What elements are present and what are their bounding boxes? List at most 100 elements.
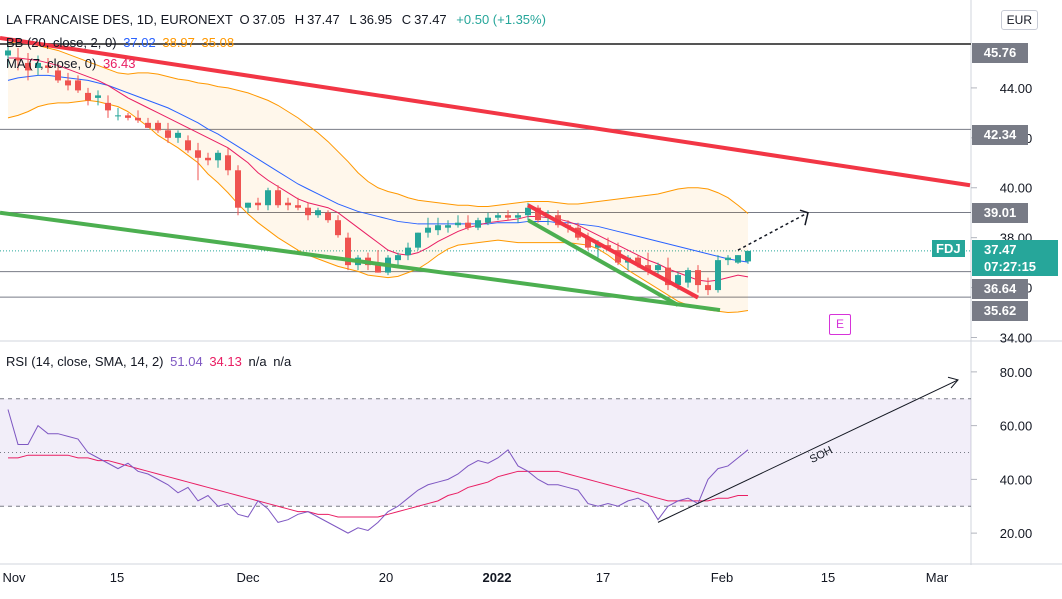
trendline-green-short <box>527 218 679 307</box>
candle-body <box>115 115 121 117</box>
candle-body <box>275 190 281 206</box>
bb-legend[interactable]: BB (20, close, 2, 0) 37.02 38.97 35.08 <box>6 35 237 51</box>
candle-body <box>215 152 221 161</box>
candle-body <box>285 202 291 206</box>
rsi-band <box>0 398 971 507</box>
last-price-tag: 37.47 07:27:15 <box>972 240 1058 276</box>
candle-body <box>735 255 741 263</box>
soh-arrow <box>657 379 959 523</box>
currency-badge[interactable]: EUR <box>1000 10 1038 30</box>
candle-body <box>685 270 691 283</box>
rsi-y-tick-label: 80.00 <box>1000 365 1033 380</box>
bb-label: BB (20, close, 2, 0) <box>6 35 117 50</box>
candle-body <box>315 210 321 216</box>
rsi-line <box>7 409 749 534</box>
candle-body <box>85 92 91 101</box>
candle-body <box>125 115 131 118</box>
candle-body <box>635 257 641 266</box>
ma-value: 36.43 <box>102 56 136 71</box>
ticker-tag: FDJ <box>932 240 965 257</box>
last-price: 37.47 <box>984 242 1017 257</box>
rsi-legend[interactable]: RSI (14, close, SMA, 14, 2) 51.04 34.13 … <box>6 354 294 370</box>
candle-body <box>175 132 181 138</box>
candle-body <box>435 225 441 231</box>
candle-body <box>5 50 11 56</box>
candle-body <box>265 190 271 206</box>
candle-body <box>155 122 161 131</box>
candle-body <box>465 222 471 228</box>
candle-body <box>185 140 191 151</box>
candle-body <box>655 265 661 271</box>
bb-fill <box>8 41 748 313</box>
x-tick-label: 2022 <box>483 570 512 585</box>
trendline-red-long <box>0 36 971 188</box>
rsi-y-tick-label: 60.00 <box>1000 419 1033 434</box>
y-tick-label: 40.00 <box>1000 181 1033 196</box>
candle-body <box>25 62 31 71</box>
x-tick-label: Feb <box>711 570 733 585</box>
candle-body <box>445 225 451 228</box>
candle-body <box>425 227 431 233</box>
x-tick-label: 15 <box>821 570 835 585</box>
rsi-extra2: n/a <box>273 354 292 369</box>
candle-body <box>415 232 421 248</box>
candle-body <box>35 62 41 68</box>
high-value: H 37.47 <box>294 12 340 27</box>
rsi-ma-line <box>8 454 748 518</box>
price-tag-lower1: 36.64 <box>972 279 1028 299</box>
candle-body <box>205 157 211 161</box>
x-tick-label: 20 <box>379 570 393 585</box>
low-value: L 36.95 <box>349 12 393 27</box>
bb-basis-line <box>7 74 749 263</box>
trendline-green-long <box>0 210 721 313</box>
ma-label: MA (7, close, 0) <box>6 56 97 71</box>
candle-body <box>165 130 171 138</box>
candle-body <box>15 57 21 61</box>
candle-body <box>585 237 591 248</box>
candle-body <box>485 217 491 223</box>
candle-body <box>495 215 501 218</box>
candle-body <box>745 250 751 262</box>
candle-body <box>55 70 61 81</box>
projection-arrow <box>737 212 809 251</box>
candle-body <box>255 202 261 206</box>
trendline-red-short <box>527 203 699 300</box>
rsi-value: 51.04 <box>170 354 203 369</box>
candle-body <box>645 265 651 271</box>
soh-arrowhead <box>947 376 959 389</box>
candle-body <box>505 215 511 218</box>
candle-body <box>135 117 141 121</box>
candle-body <box>475 220 481 228</box>
candle-body <box>325 212 331 221</box>
candle-body <box>235 170 241 208</box>
candle-body <box>335 220 341 236</box>
candle-body <box>225 155 231 171</box>
x-tick-label: 17 <box>596 570 610 585</box>
ma-legend[interactable]: MA (7, close, 0) 36.43 <box>6 56 138 72</box>
earnings-event-badge[interactable]: E <box>829 314 851 335</box>
candle-body <box>305 207 311 216</box>
candle-body <box>525 207 531 216</box>
bb-basis-value: 37.02 <box>123 35 156 50</box>
candle-body <box>345 237 351 266</box>
y-tick-label: 34.00 <box>1000 331 1033 346</box>
candle-body <box>75 80 81 91</box>
close-value: C 37.47 <box>401 12 447 27</box>
candle-body <box>705 285 711 291</box>
price-tag-upper: 39.01 <box>972 203 1028 223</box>
candle-body <box>295 205 301 208</box>
candle-body <box>245 202 251 208</box>
price-tag-mid: 42.34 <box>972 125 1028 145</box>
candle-body <box>95 95 101 98</box>
countdown: 07:27:15 <box>984 259 1037 274</box>
x-tick-label: Mar <box>926 570 949 585</box>
candle-body <box>675 275 681 286</box>
candle-body <box>395 255 401 261</box>
x-tick-label: 15 <box>110 570 124 585</box>
candle-body <box>195 150 201 158</box>
candle-body <box>455 222 461 226</box>
rsi-y-tick-label: 20.00 <box>1000 526 1033 541</box>
